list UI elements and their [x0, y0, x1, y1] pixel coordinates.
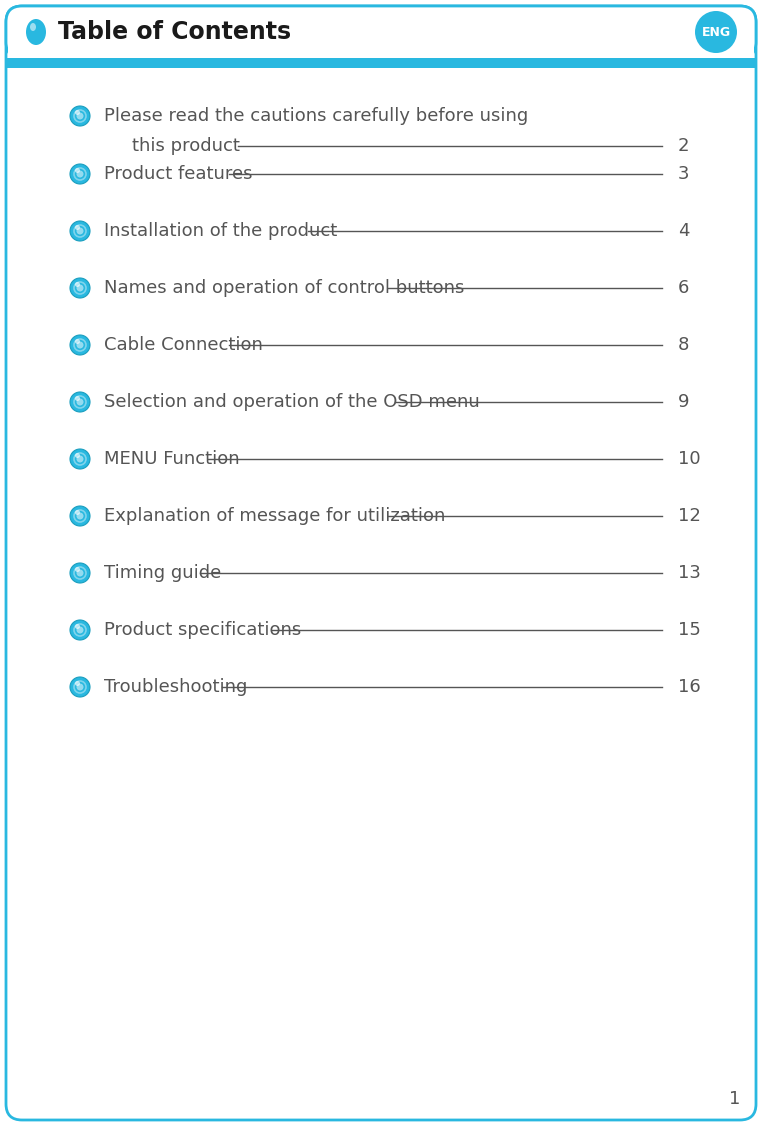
Circle shape	[75, 510, 80, 515]
Circle shape	[75, 681, 80, 686]
Circle shape	[70, 506, 90, 526]
Circle shape	[70, 677, 90, 697]
FancyBboxPatch shape	[6, 6, 756, 1120]
Circle shape	[695, 11, 737, 53]
Circle shape	[75, 225, 80, 230]
Text: Installation of the product: Installation of the product	[104, 222, 338, 240]
Text: 15: 15	[678, 622, 701, 638]
Circle shape	[70, 336, 90, 355]
Text: 9: 9	[678, 393, 690, 411]
Circle shape	[76, 341, 84, 349]
Circle shape	[76, 227, 84, 234]
Text: Troubleshooting: Troubleshooting	[104, 678, 248, 696]
Circle shape	[76, 170, 84, 178]
Circle shape	[75, 282, 80, 287]
Text: 3: 3	[678, 166, 690, 184]
Circle shape	[76, 570, 84, 577]
Circle shape	[76, 456, 84, 463]
Circle shape	[70, 278, 90, 298]
Text: Explanation of message for utilization: Explanation of message for utilization	[104, 507, 445, 525]
Ellipse shape	[26, 19, 46, 45]
Text: 13: 13	[678, 564, 701, 582]
Text: MENU Function: MENU Function	[104, 450, 239, 468]
Circle shape	[75, 339, 80, 345]
Circle shape	[75, 624, 80, 629]
Circle shape	[70, 620, 90, 640]
Text: this product: this product	[132, 137, 240, 155]
Text: 16: 16	[678, 678, 701, 696]
FancyBboxPatch shape	[6, 6, 756, 59]
Circle shape	[70, 106, 90, 126]
Text: Timing guide: Timing guide	[104, 564, 221, 582]
Text: Product features: Product features	[104, 166, 252, 184]
Text: ENG: ENG	[702, 26, 731, 38]
Text: 8: 8	[678, 336, 690, 354]
Circle shape	[70, 164, 90, 184]
Bar	[8, 41, 754, 59]
Text: 6: 6	[678, 279, 690, 297]
Text: 1: 1	[728, 1090, 740, 1108]
Circle shape	[75, 168, 80, 173]
Circle shape	[76, 512, 84, 519]
Text: 10: 10	[678, 450, 700, 468]
Circle shape	[75, 396, 80, 401]
Circle shape	[76, 399, 84, 405]
Circle shape	[76, 626, 84, 634]
Circle shape	[76, 285, 84, 292]
Circle shape	[70, 221, 90, 241]
Text: Names and operation of control buttons: Names and operation of control buttons	[104, 279, 464, 297]
Circle shape	[70, 449, 90, 470]
Circle shape	[75, 453, 80, 458]
Circle shape	[75, 110, 80, 115]
Text: 12: 12	[678, 507, 701, 525]
Text: Selection and operation of the OSD menu: Selection and operation of the OSD menu	[104, 393, 480, 411]
Circle shape	[70, 563, 90, 583]
Ellipse shape	[30, 23, 36, 32]
Text: 2: 2	[678, 137, 690, 155]
Circle shape	[75, 568, 80, 572]
Circle shape	[76, 113, 84, 119]
Text: 4: 4	[678, 222, 690, 240]
Text: Table of Contents: Table of Contents	[58, 20, 291, 44]
Text: Please read the cautions carefully before using: Please read the cautions carefully befor…	[104, 107, 528, 125]
Circle shape	[76, 683, 84, 690]
Circle shape	[70, 392, 90, 412]
Text: Product specifications: Product specifications	[104, 622, 301, 638]
Text: Cable Connection: Cable Connection	[104, 336, 263, 354]
Bar	[6, 59, 756, 68]
